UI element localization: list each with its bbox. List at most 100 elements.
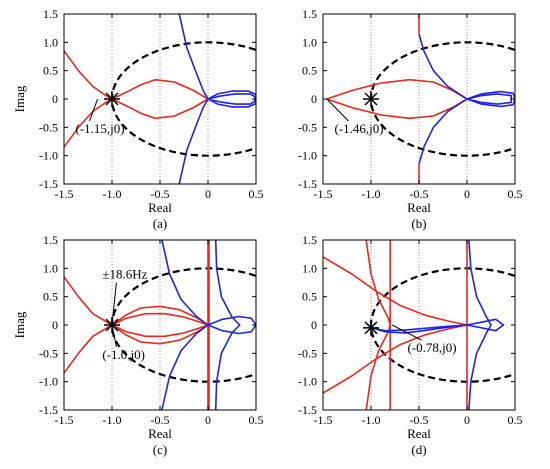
y-tick-label: -1.0 [39, 375, 58, 389]
y-tick-label: -1.0 [298, 375, 317, 389]
y-tick-label: 1.5 [43, 233, 58, 247]
x-tick-label: -1.5 [314, 187, 333, 201]
locus-red-0 [323, 256, 468, 326]
plot-area [323, 240, 515, 410]
x-tick-label: 0 [205, 187, 211, 201]
y-tick-label: 1.0 [302, 35, 317, 49]
y-tick-label: -1.5 [298, 177, 317, 191]
plot-area [326, 14, 515, 184]
x-tick-label: 0 [464, 187, 470, 201]
y-axis-label: Imag [12, 85, 27, 112]
panel-caption: (c) [153, 442, 167, 457]
plot-area [64, 14, 256, 184]
x-axis-label: Real [148, 200, 172, 215]
panel-2: -1.5 -1.0 -0.5 0 0.5 1.5 1.0 0.5 0 -0.5 -1.0 -1.5 Re… [12, 233, 264, 457]
x-axis-label: Real [148, 426, 172, 441]
locus-red-1 [323, 324, 468, 394]
y-tick-label: 0 [311, 318, 317, 332]
locus-red-1 [64, 50, 209, 120]
y-axis-label: Imag [12, 311, 27, 338]
x-tick-label: -1.5 [55, 187, 74, 201]
annotation-text: (-1.15,j0) [76, 121, 125, 136]
critical-point-marker [104, 91, 120, 107]
y-tick-label: -1.5 [39, 403, 58, 417]
x-tick-label: 0.5 [508, 187, 523, 201]
y-tick-label: 0.5 [302, 64, 317, 78]
y-tick-label: 1.0 [302, 261, 317, 275]
locus-blue-1 [370, 324, 468, 332]
locus-blue-0 [178, 14, 256, 184]
locus-red-0 [64, 78, 209, 148]
locus-blue-1 [466, 93, 512, 105]
locus-red-2 [111, 305, 209, 326]
plot-area [64, 240, 256, 410]
x-tick-label: -1.0 [362, 413, 381, 427]
locus-red-2 [365, 240, 391, 410]
panel-caption: (d) [411, 442, 426, 457]
y-tick-label: 0 [311, 92, 317, 106]
y-tick-label: -0.5 [298, 346, 317, 360]
y-tick-label: 1.5 [302, 233, 317, 247]
x-tick-label: -1.0 [103, 187, 122, 201]
locus-blue-1 [214, 240, 241, 410]
x-tick-label: -1.5 [314, 413, 333, 427]
unit-circle [369, 41, 515, 157]
locus-blue-0 [418, 33, 515, 165]
locus-blue-2 [468, 240, 492, 410]
x-tick-label: 0.5 [508, 413, 523, 427]
locus-red-1 [64, 324, 209, 374]
x-tick-label: 0 [205, 413, 211, 427]
y-tick-label: 0.5 [43, 290, 58, 304]
y-tick-label: 1.5 [43, 7, 58, 21]
y-tick-label: -1.5 [39, 177, 58, 191]
panel-0: -1.5 -1.0 -0.5 0 0.5 1.5 1.0 0.5 0 -0.5 -1.0 -1.5 Re… [12, 7, 264, 231]
x-tick-label: -0.5 [151, 187, 170, 201]
y-tick-label: -0.5 [39, 346, 58, 360]
locus-red-0 [64, 276, 209, 326]
critical-point-marker [363, 91, 379, 107]
panel-caption: (b) [411, 216, 426, 231]
y-tick-label: -1.5 [298, 403, 317, 417]
x-tick-label: 0.5 [249, 413, 264, 427]
x-axis-label: Real [407, 426, 431, 441]
locus-red-3 [111, 324, 209, 345]
x-tick-label: -0.5 [151, 413, 170, 427]
critical-point-marker [363, 319, 379, 336]
x-axis-label: Real [407, 200, 431, 215]
annotation-leader [391, 324, 422, 341]
x-tick-label: -1.5 [55, 413, 74, 427]
annotation-leader [326, 98, 349, 122]
annotation-leader [111, 324, 117, 348]
panel-caption: (a) [153, 216, 167, 231]
annotation-text: (-1.46,j0) [335, 121, 384, 136]
y-tick-label: -1.0 [39, 149, 58, 163]
annotation-text: ±18.6Hz [102, 267, 147, 282]
y-tick-label: -0.5 [39, 120, 58, 134]
annotation-leader [111, 282, 117, 326]
annotation-text: (-1.0,j0) [102, 347, 145, 362]
x-tick-label: 0.5 [249, 187, 264, 201]
x-tick-label: 0 [464, 413, 470, 427]
y-tick-label: 0 [52, 92, 58, 106]
y-tick-label: 0 [52, 318, 58, 332]
y-tick-label: 0.5 [302, 290, 317, 304]
x-tick-label: -1.0 [103, 413, 122, 427]
x-tick-label: -0.5 [410, 413, 429, 427]
x-tick-label: -1.0 [362, 187, 381, 201]
y-tick-label: 0.5 [43, 64, 58, 78]
x-tick-label: -0.5 [410, 187, 429, 201]
y-tick-label: 1.0 [43, 261, 58, 275]
panel-1: -1.5 -1.0 -0.5 0 0.5 1.5 1.0 0.5 0 -0.5 -1.0 -1.5 Re… [298, 7, 523, 231]
y-tick-label: 1.0 [43, 35, 58, 49]
annotation-leader [89, 98, 99, 122]
annotation-text: (-0.78,j0) [407, 340, 456, 355]
y-tick-label: -1.0 [298, 149, 317, 163]
y-tick-label: -0.5 [298, 120, 317, 134]
panel-3: -1.5 -1.0 -0.5 0 0.5 1.5 1.0 0.5 0 -0.5 -1.0 -1.5 Re… [298, 233, 523, 457]
locus-red-0 [326, 78, 468, 100]
y-tick-label: 1.5 [302, 7, 317, 21]
locus-red-1 [326, 98, 468, 120]
locus-blue-0 [161, 240, 256, 410]
